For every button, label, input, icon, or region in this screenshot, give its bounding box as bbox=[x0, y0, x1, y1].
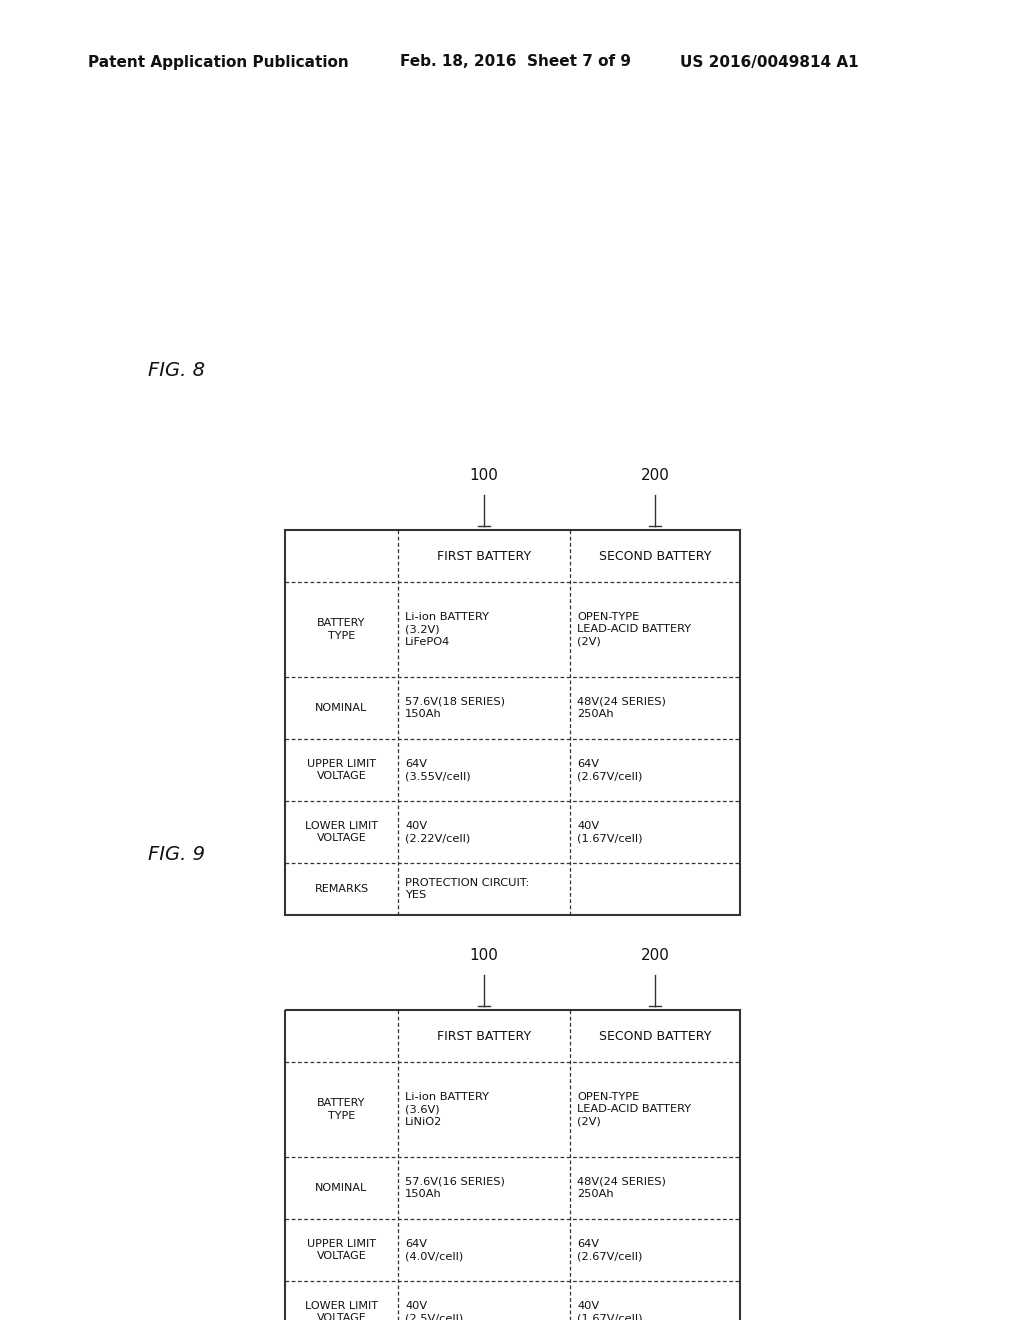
Text: 57.6V(16 SERIES)
150Ah: 57.6V(16 SERIES) 150Ah bbox=[406, 1177, 505, 1199]
Text: 48V(24 SERIES)
250Ah: 48V(24 SERIES) 250Ah bbox=[577, 1177, 666, 1199]
Text: OPEN-TYPE
LEAD-ACID BATTERY
(2V): OPEN-TYPE LEAD-ACID BATTERY (2V) bbox=[577, 1092, 691, 1127]
Text: 100: 100 bbox=[470, 948, 499, 962]
Text: REMARKS: REMARKS bbox=[314, 884, 369, 894]
Text: NOMINAL: NOMINAL bbox=[315, 1183, 368, 1193]
Text: SECOND BATTERY: SECOND BATTERY bbox=[599, 549, 712, 562]
Text: FIRST BATTERY: FIRST BATTERY bbox=[437, 549, 531, 562]
Text: 64V
(3.55V/cell): 64V (3.55V/cell) bbox=[406, 759, 471, 781]
Text: Li-ion BATTERY
(3.2V)
LiFePO4: Li-ion BATTERY (3.2V) LiFePO4 bbox=[406, 612, 489, 647]
Text: 200: 200 bbox=[641, 467, 670, 483]
Text: FIG. 8: FIG. 8 bbox=[148, 360, 205, 380]
Text: OPEN-TYPE
LEAD-ACID BATTERY
(2V): OPEN-TYPE LEAD-ACID BATTERY (2V) bbox=[577, 612, 691, 647]
Text: Li-ion BATTERY
(3.6V)
LiNiO2: Li-ion BATTERY (3.6V) LiNiO2 bbox=[406, 1092, 489, 1127]
Text: LOWER LIMIT
VOLTAGE: LOWER LIMIT VOLTAGE bbox=[305, 1300, 378, 1320]
Text: BATTERY
TYPE: BATTERY TYPE bbox=[317, 618, 366, 640]
Text: 40V
(1.67V/cell): 40V (1.67V/cell) bbox=[577, 1300, 642, 1320]
Text: 57.6V(18 SERIES)
150Ah: 57.6V(18 SERIES) 150Ah bbox=[406, 697, 505, 719]
Text: FIRST BATTERY: FIRST BATTERY bbox=[437, 1030, 531, 1043]
Text: FIG. 9: FIG. 9 bbox=[148, 846, 205, 865]
Text: 100: 100 bbox=[470, 467, 499, 483]
Text: NOMINAL: NOMINAL bbox=[315, 704, 368, 713]
Text: PROTECTION CIRCUIT:
YES: PROTECTION CIRCUIT: YES bbox=[406, 878, 529, 900]
Bar bbox=[285, 531, 740, 915]
Text: 40V
(2.5V/cell): 40V (2.5V/cell) bbox=[406, 1300, 463, 1320]
Text: UPPER LIMIT
VOLTAGE: UPPER LIMIT VOLTAGE bbox=[307, 1238, 376, 1261]
Text: Feb. 18, 2016  Sheet 7 of 9: Feb. 18, 2016 Sheet 7 of 9 bbox=[400, 54, 631, 70]
Text: SECOND BATTERY: SECOND BATTERY bbox=[599, 1030, 712, 1043]
Text: BATTERY
TYPE: BATTERY TYPE bbox=[317, 1098, 366, 1121]
Text: LOWER LIMIT
VOLTAGE: LOWER LIMIT VOLTAGE bbox=[305, 821, 378, 843]
Text: 48V(24 SERIES)
250Ah: 48V(24 SERIES) 250Ah bbox=[577, 697, 666, 719]
Text: UPPER LIMIT
VOLTAGE: UPPER LIMIT VOLTAGE bbox=[307, 759, 376, 781]
Text: 64V
(4.0V/cell): 64V (4.0V/cell) bbox=[406, 1238, 463, 1261]
Text: 40V
(2.22V/cell): 40V (2.22V/cell) bbox=[406, 821, 470, 843]
Text: Patent Application Publication: Patent Application Publication bbox=[88, 54, 349, 70]
Bar bbox=[285, 1010, 740, 1320]
Text: 200: 200 bbox=[641, 948, 670, 962]
Text: 40V
(1.67V/cell): 40V (1.67V/cell) bbox=[577, 821, 642, 843]
Text: 64V
(2.67V/cell): 64V (2.67V/cell) bbox=[577, 1238, 642, 1261]
Text: 64V
(2.67V/cell): 64V (2.67V/cell) bbox=[577, 759, 642, 781]
Text: US 2016/0049814 A1: US 2016/0049814 A1 bbox=[680, 54, 859, 70]
